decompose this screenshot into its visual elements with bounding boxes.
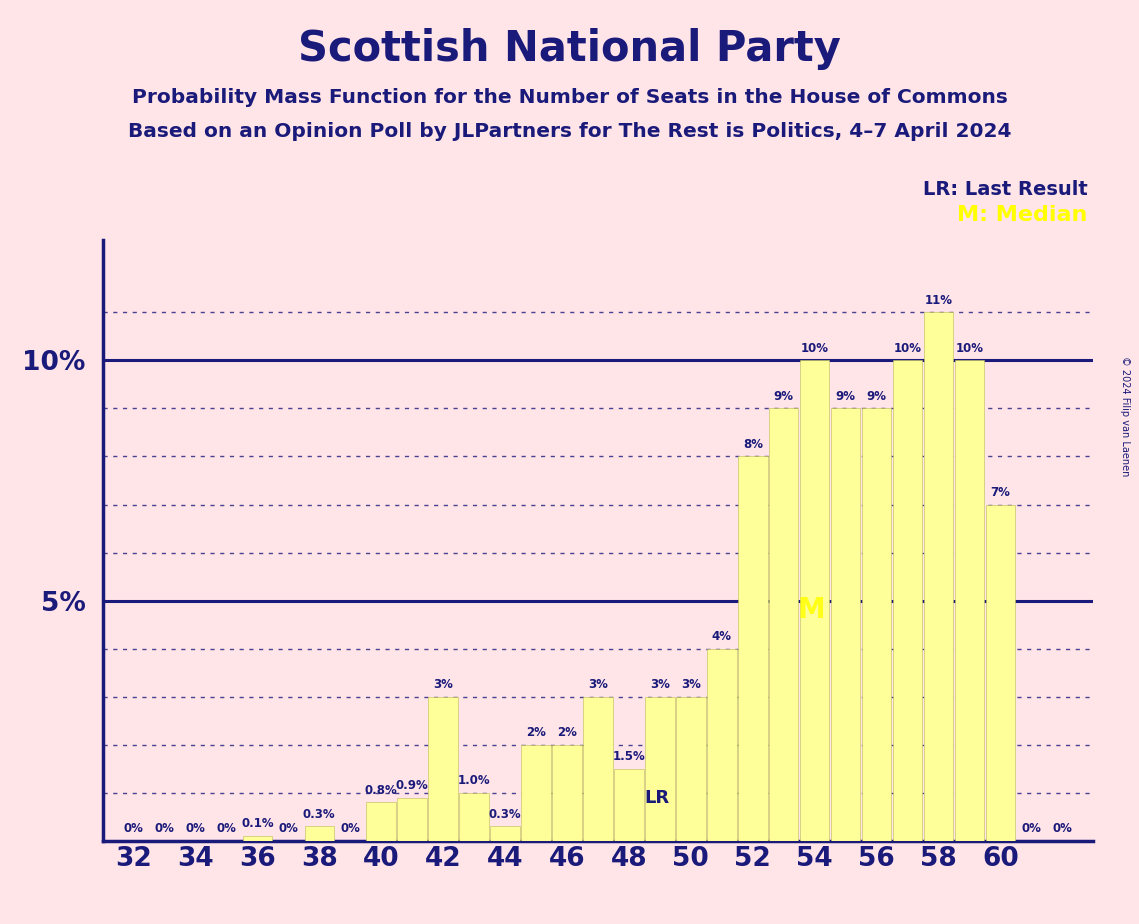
Text: Scottish National Party: Scottish National Party <box>298 28 841 69</box>
Text: M: Median: M: Median <box>958 205 1088 225</box>
Bar <box>769 408 798 841</box>
Bar <box>738 456 768 841</box>
Text: 0.3%: 0.3% <box>303 808 336 821</box>
Text: 9%: 9% <box>867 390 886 403</box>
Text: 10%: 10% <box>894 342 921 355</box>
Bar <box>459 793 489 841</box>
Text: 0.3%: 0.3% <box>489 808 522 821</box>
Text: 10%: 10% <box>801 342 829 355</box>
Text: 3%: 3% <box>681 678 700 691</box>
Text: 3%: 3% <box>650 678 670 691</box>
Text: 11%: 11% <box>925 294 952 307</box>
Bar <box>677 697 705 841</box>
Bar <box>800 360 829 841</box>
Bar <box>986 505 1015 841</box>
Text: 0%: 0% <box>278 822 298 835</box>
Bar <box>243 836 272 841</box>
Text: 1.0%: 1.0% <box>458 774 491 787</box>
Text: 0%: 0% <box>1022 822 1041 835</box>
Text: © 2024 Filip van Laenen: © 2024 Filip van Laenen <box>1121 356 1130 476</box>
Text: 4%: 4% <box>712 630 732 643</box>
Bar <box>522 745 551 841</box>
Text: 0%: 0% <box>186 822 205 835</box>
Text: Based on an Opinion Poll by JLPartners for The Rest is Politics, 4–7 April 2024: Based on an Opinion Poll by JLPartners f… <box>128 122 1011 141</box>
Bar <box>304 826 334 841</box>
Bar <box>583 697 613 841</box>
Text: M: M <box>797 596 826 625</box>
Text: 0%: 0% <box>1052 822 1073 835</box>
Bar <box>645 697 674 841</box>
Bar <box>707 649 737 841</box>
Text: 9%: 9% <box>773 390 794 403</box>
Bar <box>924 312 953 841</box>
Bar <box>367 802 396 841</box>
Bar <box>491 826 519 841</box>
Text: 2%: 2% <box>526 726 546 739</box>
Text: Probability Mass Function for the Number of Seats in the House of Commons: Probability Mass Function for the Number… <box>132 88 1007 107</box>
Bar <box>552 745 582 841</box>
Bar <box>398 797 427 841</box>
Text: 2%: 2% <box>557 726 577 739</box>
Bar <box>954 360 984 841</box>
Text: 0%: 0% <box>123 822 144 835</box>
Text: 1.5%: 1.5% <box>613 750 646 763</box>
Text: 0%: 0% <box>341 822 360 835</box>
Text: 8%: 8% <box>743 438 763 451</box>
Text: 9%: 9% <box>836 390 855 403</box>
Text: 0.8%: 0.8% <box>364 784 398 796</box>
Bar <box>862 408 892 841</box>
Text: 10%: 10% <box>956 342 984 355</box>
Text: 0%: 0% <box>216 822 236 835</box>
Text: LR: Last Result: LR: Last Result <box>923 180 1088 200</box>
Bar <box>893 360 923 841</box>
Bar <box>614 769 644 841</box>
Text: 0%: 0% <box>155 822 174 835</box>
Text: 3%: 3% <box>433 678 453 691</box>
Text: 3%: 3% <box>588 678 608 691</box>
Text: 0.1%: 0.1% <box>241 817 273 831</box>
Text: 0.9%: 0.9% <box>395 779 428 792</box>
Bar <box>831 408 860 841</box>
Text: 7%: 7% <box>991 486 1010 499</box>
Text: LR: LR <box>645 789 670 808</box>
Bar <box>428 697 458 841</box>
